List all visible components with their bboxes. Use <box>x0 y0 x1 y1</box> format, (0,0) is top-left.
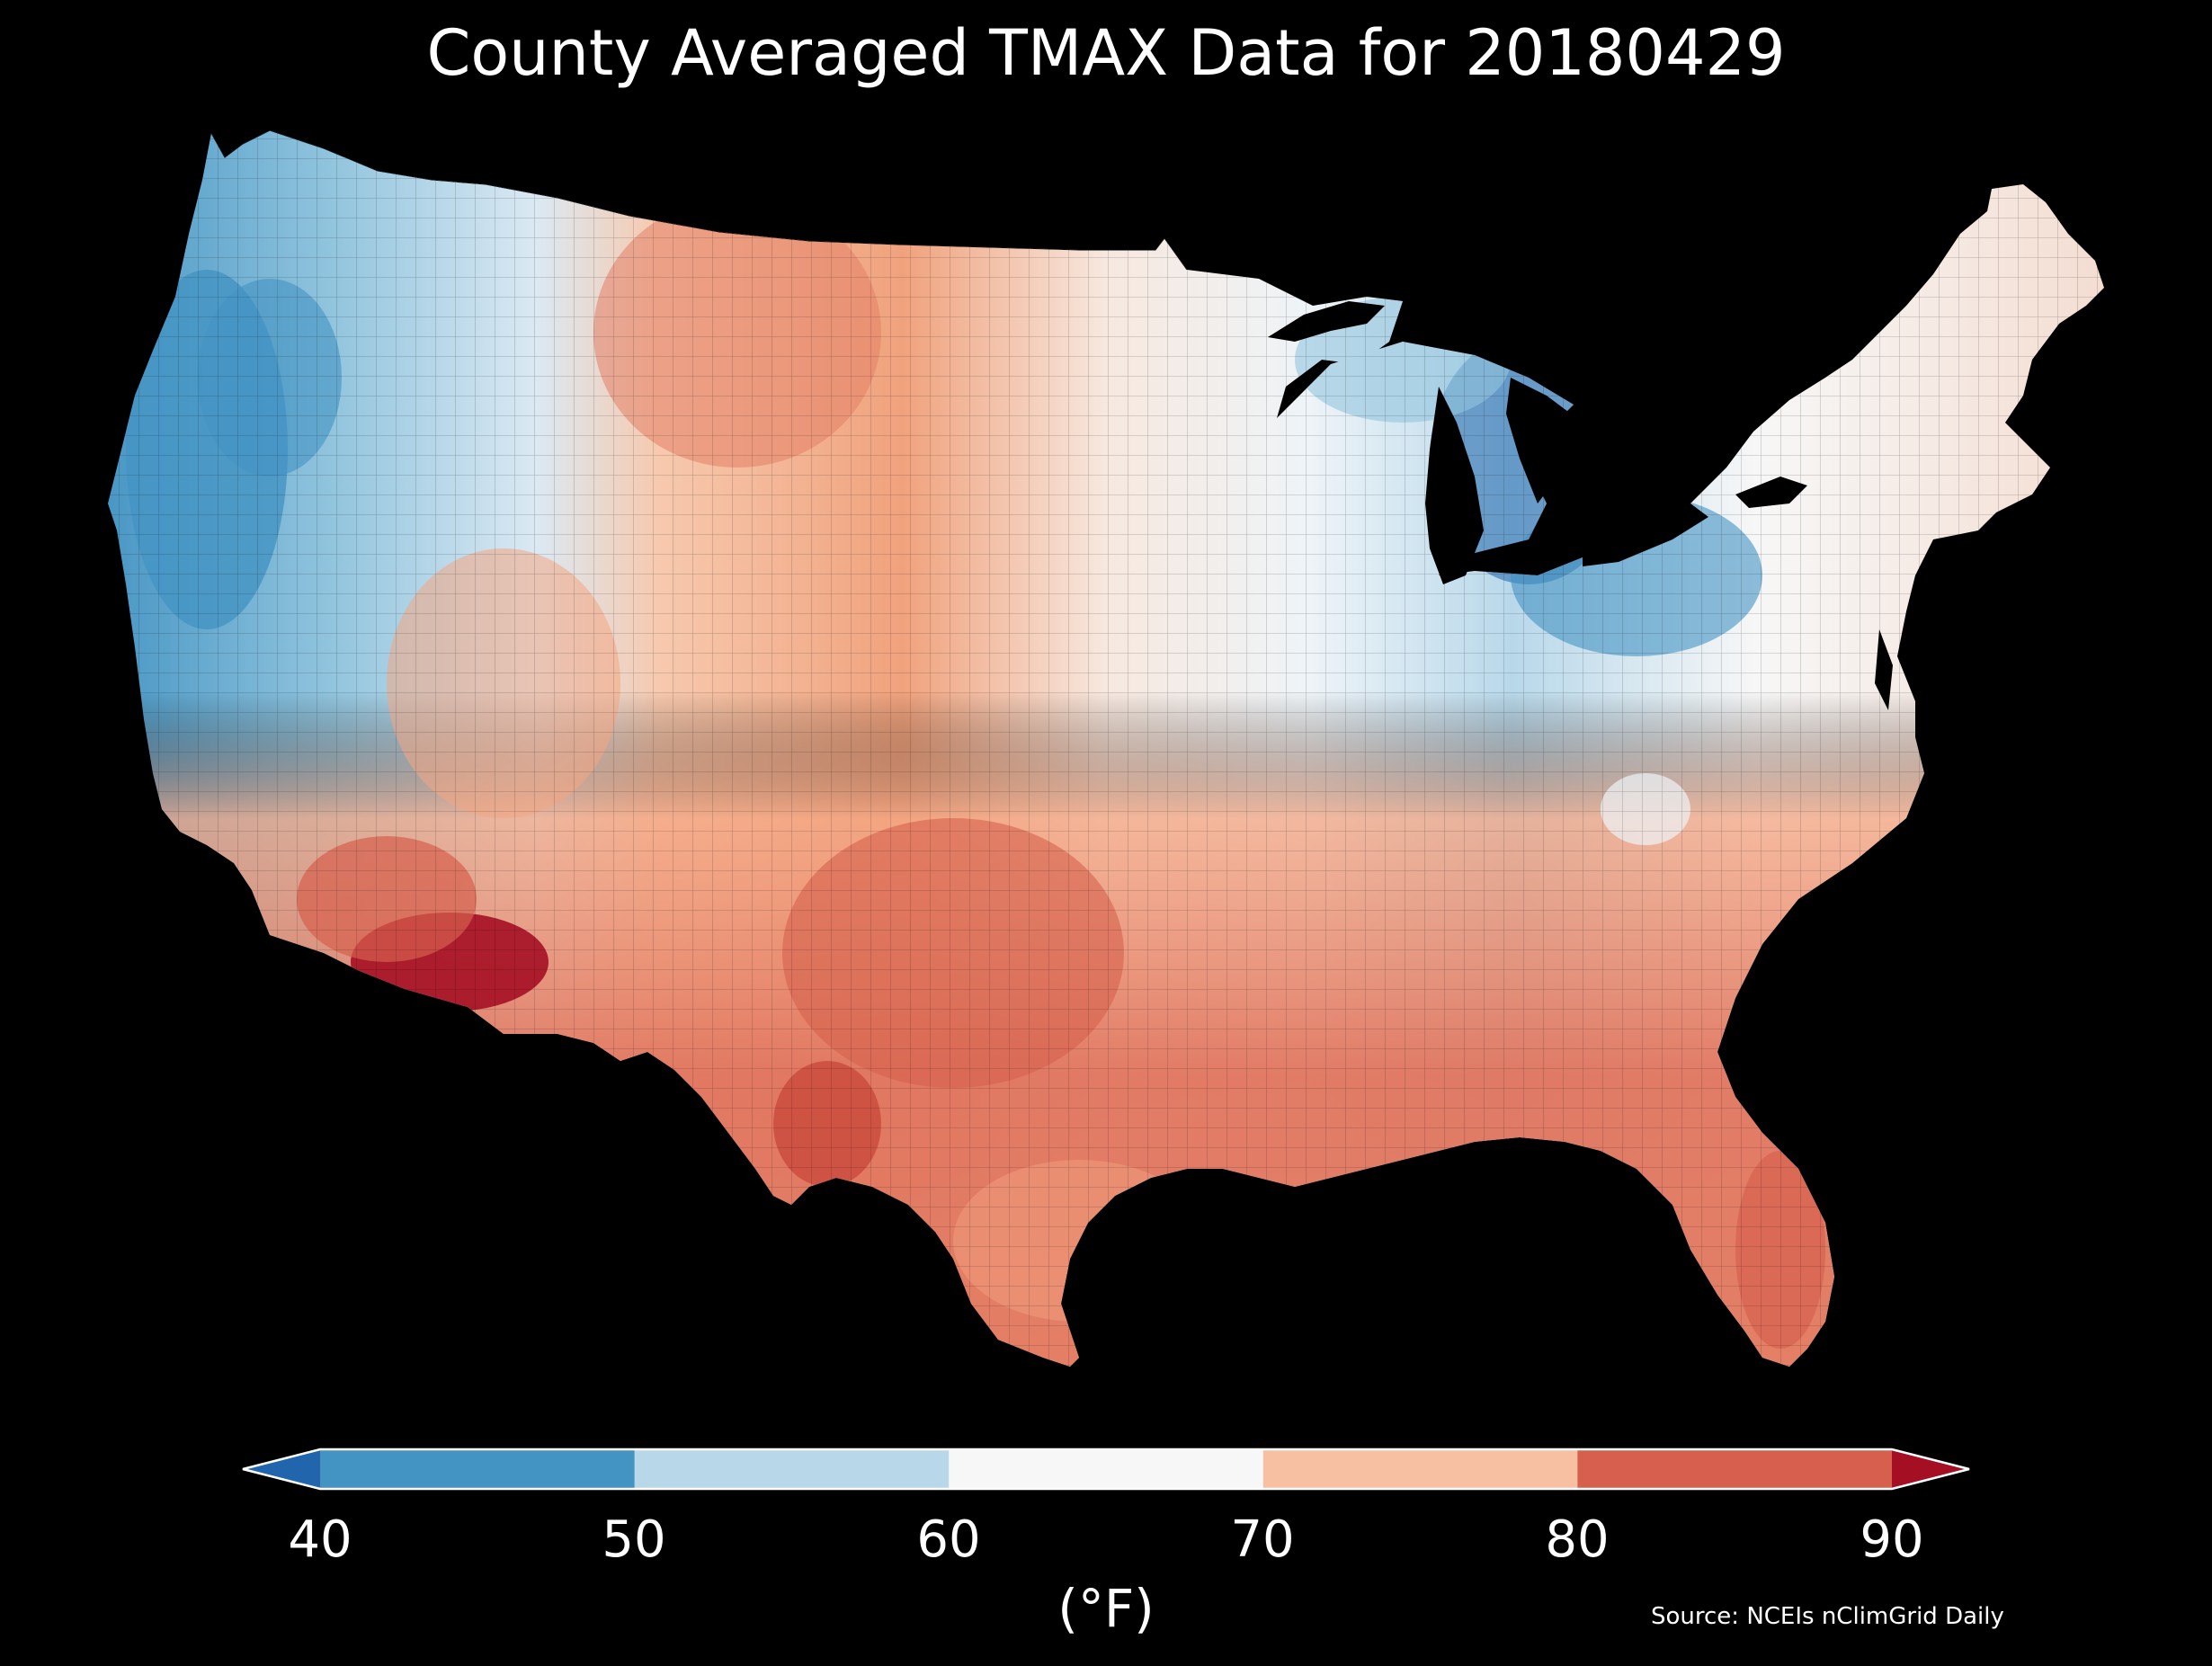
colorbar-bin-70-80 <box>1262 1449 1578 1489</box>
colorbar-tick-60: 60 <box>916 1510 981 1569</box>
colorbar-bin-60-70 <box>949 1449 1264 1489</box>
colorbar-tick-80: 80 <box>1545 1510 1610 1569</box>
great-lakes <box>1268 301 1807 584</box>
chesapeake-bay <box>1875 629 1893 710</box>
colorbar-tick-50: 50 <box>602 1510 666 1569</box>
colorbar-tick-90: 90 <box>1860 1510 1924 1569</box>
map-title: County Averaged TMAX Data for 20180429 <box>426 16 1786 90</box>
colorbar-bin-40-50 <box>320 1449 636 1489</box>
colorbar-unit-label: (°F) <box>1057 1578 1155 1639</box>
colorbar-extend-low <box>243 1449 320 1489</box>
colorbar-extend-high <box>1892 1449 1969 1489</box>
colorbar-bin-80-90 <box>1577 1449 1893 1489</box>
colorbar-outline <box>242 1448 1970 1491</box>
colorbar-tick-70: 70 <box>1230 1510 1295 1569</box>
colorbar-segments <box>243 1449 1969 1489</box>
colorbar-tick-40: 40 <box>288 1510 352 1569</box>
source-credit: Source: NCEIs nClimGrid Daily <box>1651 1603 2004 1630</box>
colorbar-bin-50-60 <box>634 1449 950 1489</box>
